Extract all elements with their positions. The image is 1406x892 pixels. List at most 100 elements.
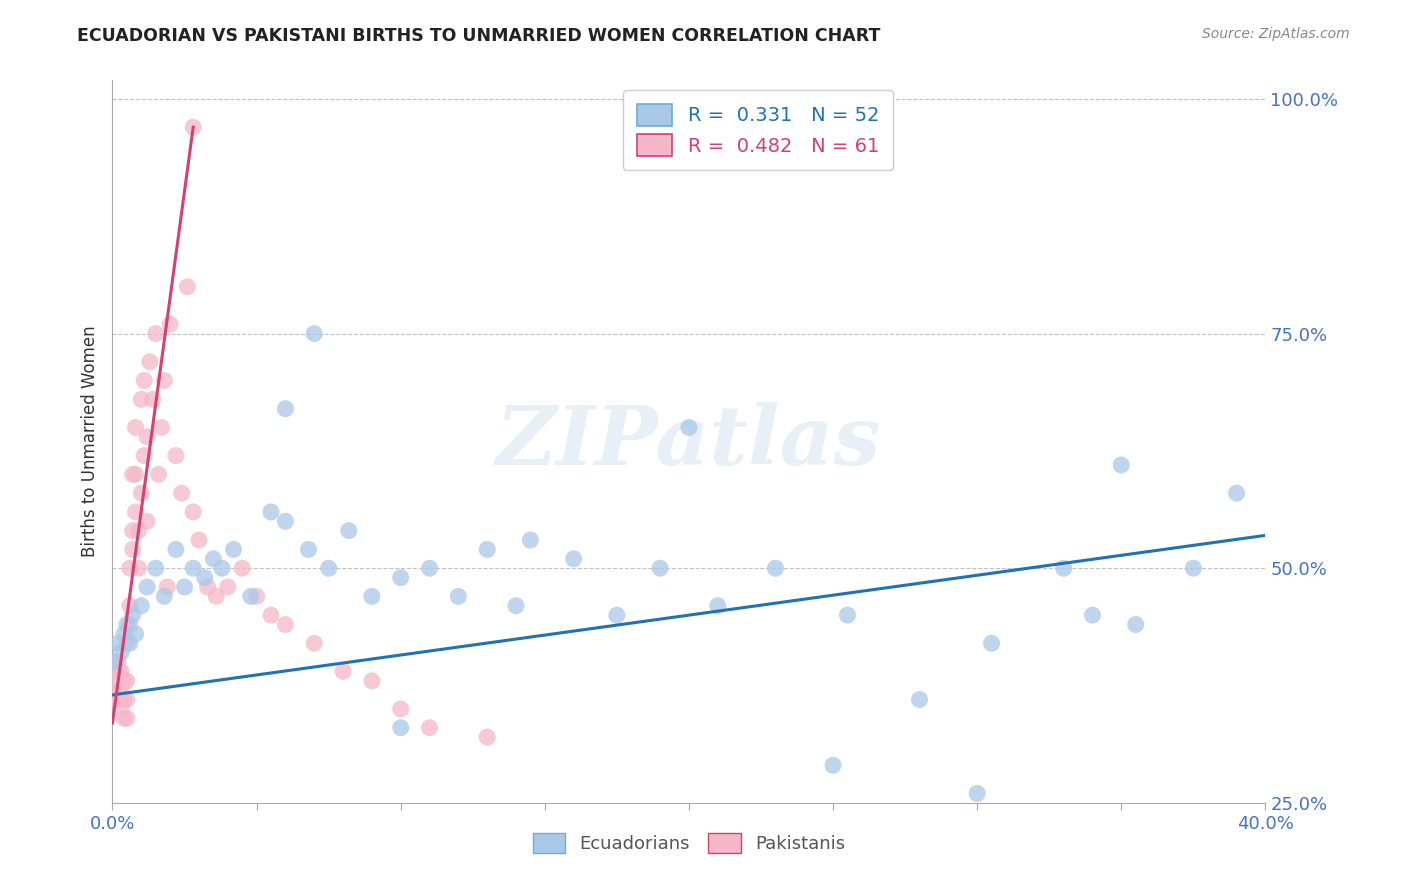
Point [837, 608, 859, 623]
Point [124, 420, 146, 434]
Point [129, 599, 153, 613]
Point [156, 580, 179, 594]
Point [181, 561, 204, 575]
Point [159, 318, 181, 332]
Point [360, 673, 382, 688]
Point [129, 486, 153, 500]
Point [181, 505, 204, 519]
Point [332, 665, 354, 679]
Text: Source: ZipAtlas.com: Source: ZipAtlas.com [1202, 27, 1350, 41]
Point [110, 702, 132, 716]
Point [121, 467, 143, 482]
Point [475, 542, 499, 557]
Point [110, 665, 132, 679]
Point [118, 617, 141, 632]
Point [136, 580, 159, 594]
Point [239, 590, 262, 604]
Point [908, 692, 931, 706]
Point [562, 551, 585, 566]
Point [121, 608, 143, 623]
Point [145, 326, 167, 341]
Point [112, 627, 135, 641]
Point [304, 636, 326, 650]
Point [107, 683, 129, 698]
Point [980, 636, 1002, 650]
Point [1125, 617, 1147, 632]
Point [274, 401, 297, 416]
Point [104, 655, 127, 669]
Point [246, 590, 269, 604]
Point [107, 665, 129, 679]
Point [127, 524, 149, 538]
Point [110, 646, 132, 660]
Point [821, 758, 844, 772]
Point [124, 467, 146, 482]
Point [115, 617, 138, 632]
Point [129, 392, 153, 407]
Point [1053, 561, 1076, 575]
Text: ECUADORIAN VS PAKISTANI BIRTHS TO UNMARRIED WOMEN CORRELATION CHART: ECUADORIAN VS PAKISTANI BIRTHS TO UNMARR… [77, 27, 880, 45]
Point [194, 571, 217, 585]
Point [145, 561, 167, 575]
Point [118, 599, 141, 613]
Point [121, 542, 143, 557]
Point [274, 514, 297, 528]
Point [389, 571, 412, 585]
Point [134, 374, 156, 388]
Point [260, 505, 283, 519]
Point [173, 580, 195, 594]
Point [505, 599, 527, 613]
Point [304, 326, 326, 341]
Point [389, 702, 412, 716]
Point [165, 542, 187, 557]
Point [202, 551, 225, 566]
Point [217, 580, 239, 594]
Point [150, 420, 173, 434]
Point [650, 561, 672, 575]
Point [176, 279, 198, 293]
Point [118, 561, 141, 575]
Point [337, 524, 360, 538]
Legend: Ecuadorians, Pakistanis: Ecuadorians, Pakistanis [520, 820, 858, 866]
Point [104, 673, 127, 688]
Point [447, 590, 470, 604]
Point [115, 692, 138, 706]
Point [519, 533, 541, 547]
Point [107, 655, 129, 669]
Point [707, 599, 730, 613]
Point [121, 524, 143, 538]
Point [1081, 608, 1104, 623]
Point [966, 786, 988, 800]
Point [606, 608, 628, 623]
Point [222, 542, 245, 557]
Point [197, 580, 219, 594]
Point [274, 617, 297, 632]
Point [127, 561, 149, 575]
Point [124, 505, 146, 519]
Point [153, 374, 176, 388]
Point [165, 449, 187, 463]
Point [118, 636, 141, 650]
Point [318, 561, 340, 575]
Point [110, 683, 132, 698]
Y-axis label: Births to Unmarried Women: Births to Unmarried Women [80, 326, 98, 558]
Point [136, 430, 159, 444]
Text: ZIPatlas: ZIPatlas [496, 401, 882, 482]
Point [153, 590, 176, 604]
Point [231, 561, 253, 575]
Point [389, 721, 412, 735]
Point [124, 627, 146, 641]
Point [475, 730, 499, 744]
Point [260, 608, 283, 623]
Point [107, 636, 129, 650]
Point [765, 561, 787, 575]
Point [419, 721, 441, 735]
Point [678, 420, 700, 434]
Point [297, 542, 319, 557]
Point [136, 514, 159, 528]
Point [148, 467, 170, 482]
Point [142, 392, 165, 407]
Point [419, 561, 441, 575]
Point [112, 692, 135, 706]
Point [104, 692, 127, 706]
